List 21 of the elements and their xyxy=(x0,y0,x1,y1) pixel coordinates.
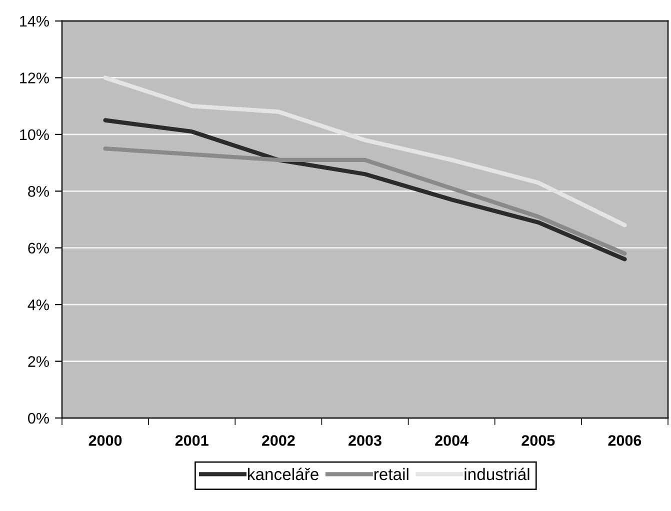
y-tick-label: 8% xyxy=(28,186,49,197)
y-tick-label: 6% xyxy=(28,242,49,254)
y-tick-label: 10% xyxy=(20,129,49,140)
legend-label: kanceláře xyxy=(248,468,318,480)
x-tick-label: 2003 xyxy=(348,435,382,446)
y-tick-label: 14% xyxy=(20,16,49,27)
x-tick-label: 2005 xyxy=(522,435,555,446)
x-tick-label: 2002 xyxy=(262,435,295,446)
y-tick-label: 2% xyxy=(28,356,49,367)
line-series xyxy=(103,146,627,256)
x-tick-label: 2006 xyxy=(608,435,642,446)
legend-label: industriál xyxy=(464,468,530,480)
x-tick-label: 2004 xyxy=(435,435,468,446)
y-tick-label: 0% xyxy=(28,412,49,424)
legend-label: retail xyxy=(374,468,408,480)
line-series xyxy=(103,118,627,262)
y-tick-label: 12% xyxy=(20,72,49,84)
y-tick-label: 4% xyxy=(28,300,49,310)
x-tick-label: 2001 xyxy=(175,435,208,446)
x-tick-label: 2000 xyxy=(88,435,122,446)
line-series xyxy=(103,76,627,228)
